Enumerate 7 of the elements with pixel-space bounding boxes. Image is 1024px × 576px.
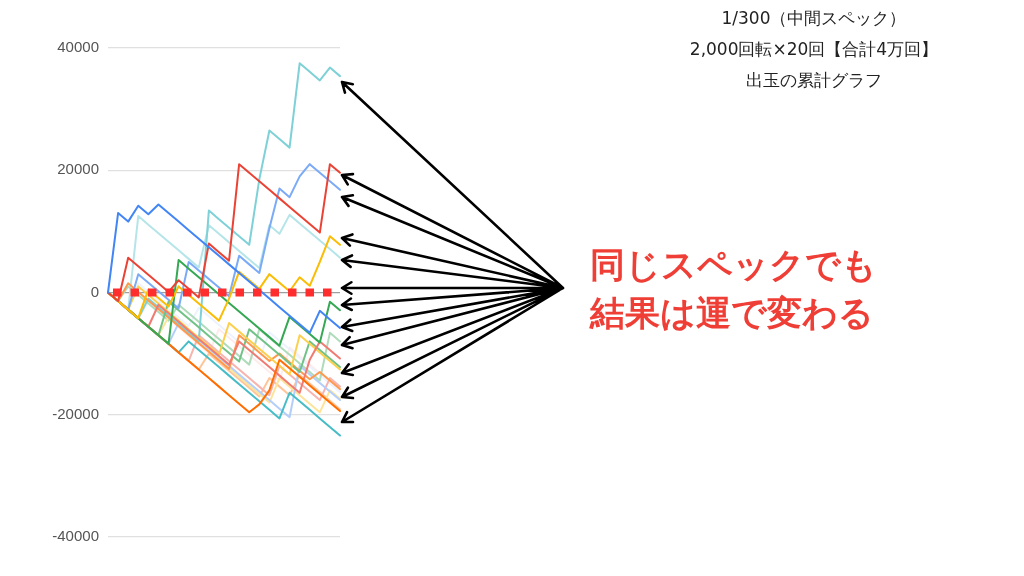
y-tick-label: 0	[90, 282, 99, 300]
y-tick-label: 20000	[57, 160, 99, 178]
y-tick-label: -20000	[52, 404, 99, 422]
y-tick-label: 40000	[57, 38, 99, 56]
y-tick-label: -40000	[52, 527, 99, 545]
text: 同じスペックでも結果は運で変わる	[590, 244, 878, 335]
text: 1/300（中間スペック）2,000回転×20回【合計4万回】出玉の累計グラフ	[688, 7, 940, 92]
